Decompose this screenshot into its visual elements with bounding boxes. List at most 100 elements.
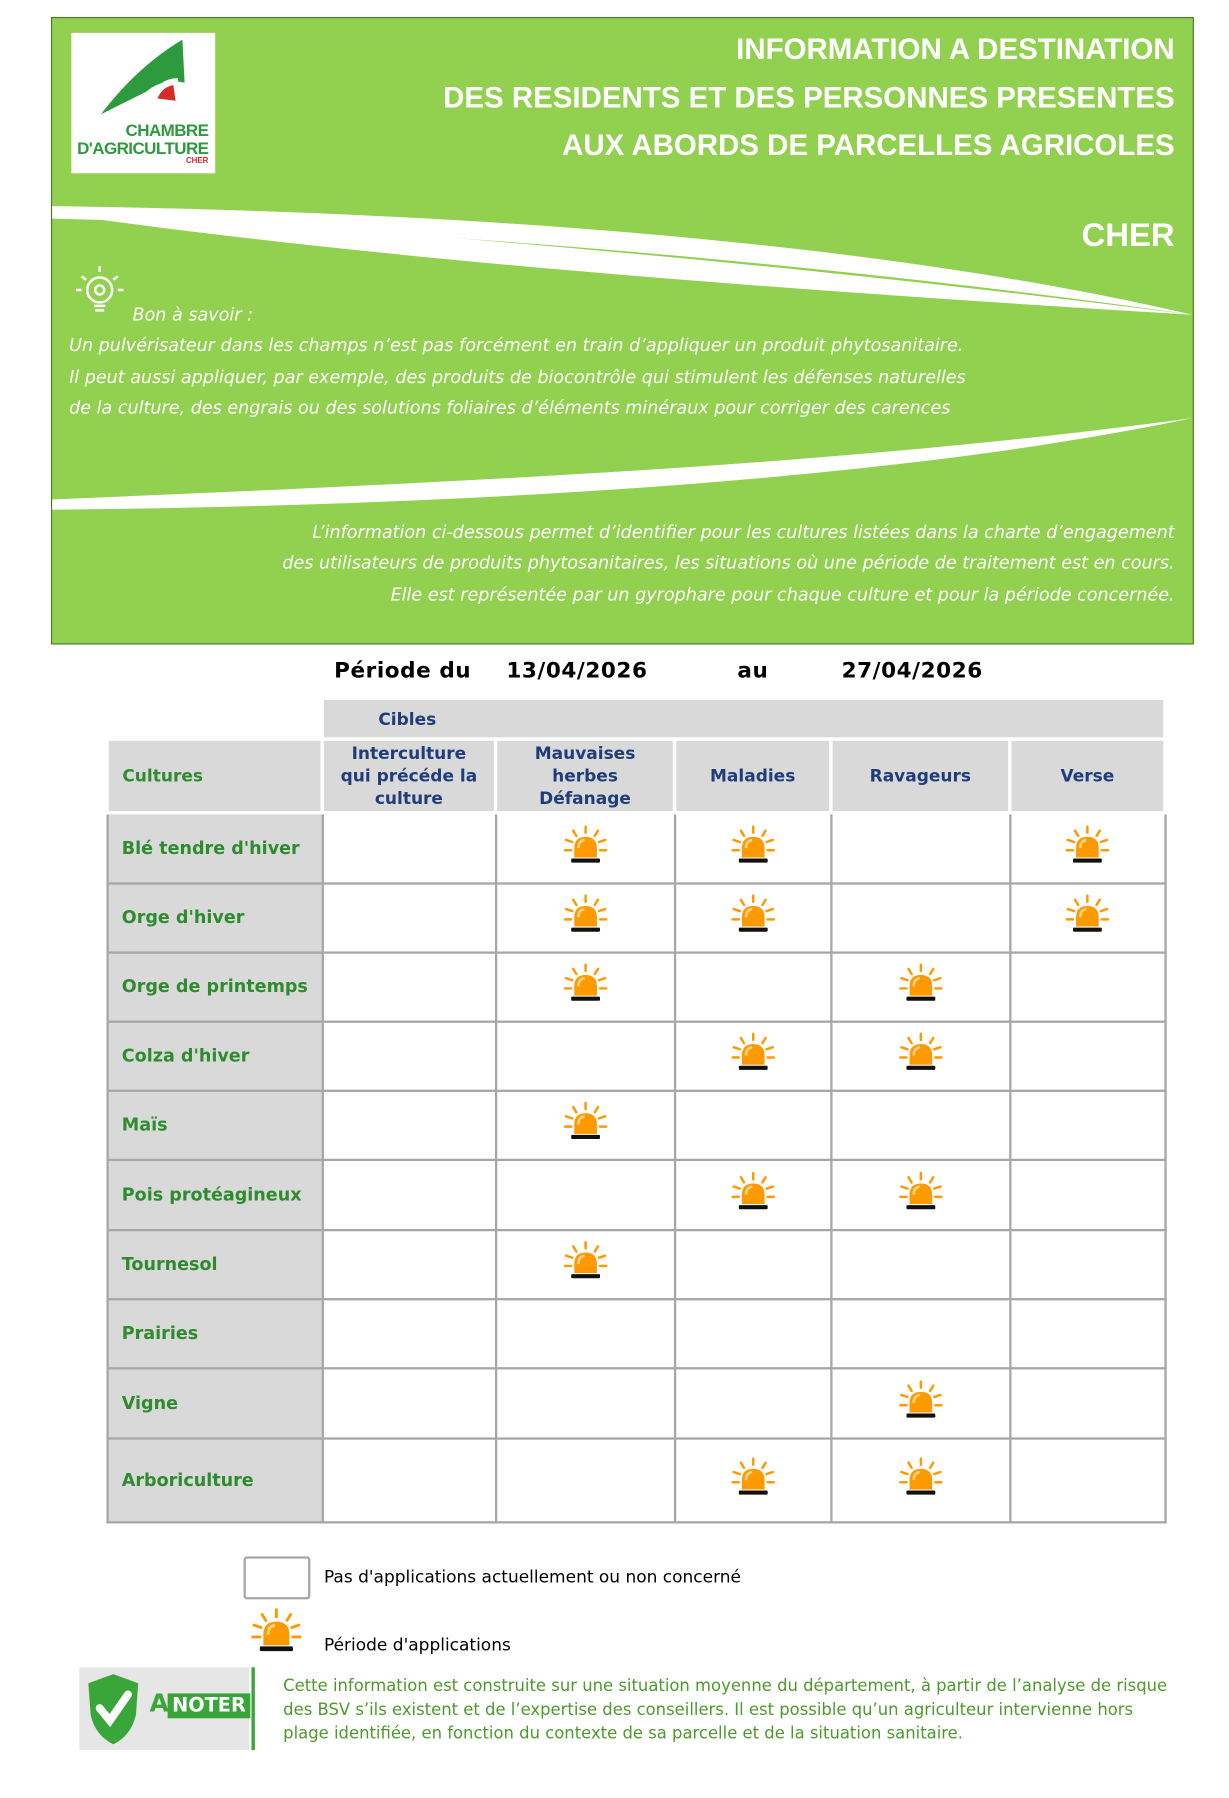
header-row: Cultures Interculture qui précéde la cult… bbox=[105, 737, 1167, 815]
note-badge: A NOTER bbox=[79, 1667, 251, 1751]
badge-text: NOTER bbox=[167, 1693, 251, 1719]
tip-line: de la culture, des engrais ou des soluti… bbox=[69, 397, 951, 418]
targets-label: Cibles bbox=[320, 696, 1167, 741]
period-date: 13/04/2026 bbox=[506, 658, 648, 684]
logo: CHAMBRE D'AGRICULTURE CHER bbox=[71, 32, 216, 174]
status-cell bbox=[1008, 1158, 1167, 1231]
gyrophare bbox=[562, 962, 607, 1007]
status-cell bbox=[1008, 1228, 1167, 1300]
crop-cell: Arboriculture bbox=[105, 1436, 324, 1523]
logo-text: CHER bbox=[185, 157, 209, 166]
note-line: des BSV s’ils existent et de l’expertise… bbox=[283, 1701, 1134, 1720]
crop-name: Orge de printemps bbox=[121, 976, 308, 997]
crop-row: Blé tendre d'hiver bbox=[105, 811, 1167, 885]
crop-cell: Maïs bbox=[105, 1089, 324, 1161]
targets-row: Cibles bbox=[107, 696, 1167, 741]
gyrophare bbox=[562, 1100, 607, 1145]
table-container: Cibles Cultures Interculture qui précéde l… bbox=[105, 696, 1167, 1523]
gyrophare bbox=[562, 893, 607, 938]
status-cell bbox=[1008, 1366, 1167, 1440]
title-line: AUX ABORDS DE PARCELLES AGRICOLES bbox=[562, 127, 1175, 162]
header-banner: CHAMBRE D'AGRICULTURE CHER INFORMATION A… bbox=[50, 16, 1194, 645]
header-text: Verse bbox=[1060, 765, 1115, 787]
period-label: au bbox=[737, 658, 769, 684]
gyrophare bbox=[898, 1378, 943, 1423]
crop-name: Colza d'hiver bbox=[121, 1045, 250, 1066]
crop-cell: Orge de printemps bbox=[105, 950, 324, 1023]
crop-cell: Prairies bbox=[105, 1297, 324, 1369]
logo-text: D'AGRICULTURE bbox=[77, 139, 209, 159]
status-cell bbox=[1008, 811, 1167, 885]
status-cell bbox=[829, 1158, 1011, 1231]
crop-row: Pois protéagineux bbox=[105, 1158, 1167, 1231]
crop-table: Cibles Cultures Interculture qui précéde l… bbox=[105, 696, 1167, 1523]
status-cell bbox=[321, 881, 497, 954]
tip-line: Un pulvérisateur dans les champs n’est p… bbox=[69, 335, 964, 356]
swoosh bbox=[52, 207, 1193, 315]
title-line: INFORMATION A DESTINATION bbox=[736, 31, 1175, 66]
status-cell bbox=[1008, 1436, 1167, 1523]
intro-line: Elle est représentée par un gyrophare po… bbox=[390, 584, 1175, 605]
swoosh bbox=[52, 417, 1193, 510]
crop-row: Maïs bbox=[105, 1089, 1167, 1161]
status-cell bbox=[321, 811, 497, 885]
crop-cell: Colza d'hiver bbox=[105, 1019, 324, 1092]
intro-line: L’information ci-dessous permet d’identi… bbox=[312, 522, 1175, 543]
status-cell bbox=[494, 1089, 676, 1161]
status-cell bbox=[321, 1366, 497, 1440]
targets-text: Cibles bbox=[378, 708, 437, 729]
status-cell bbox=[673, 1158, 832, 1231]
crop-row: Colza d'hiver bbox=[105, 1019, 1167, 1092]
status-cell bbox=[673, 881, 832, 954]
gyrophare bbox=[1065, 823, 1110, 868]
logo-mark bbox=[100, 39, 185, 115]
status-cell bbox=[1008, 1019, 1167, 1092]
gyrophare bbox=[730, 1455, 775, 1500]
status-cell bbox=[673, 1019, 832, 1092]
header-text: Ravageurs bbox=[869, 765, 972, 787]
status-cell bbox=[1008, 1089, 1167, 1161]
status-cell bbox=[1008, 1297, 1167, 1369]
status-cell bbox=[321, 1297, 497, 1369]
status-cell bbox=[673, 950, 832, 1023]
status-cell bbox=[829, 1297, 1011, 1369]
gyrophare bbox=[898, 1455, 943, 1500]
gyrophare bbox=[898, 1031, 943, 1076]
status-cell bbox=[494, 1158, 676, 1231]
crop-cell: Blé tendre d'hiver bbox=[105, 811, 324, 885]
gyrophare bbox=[730, 823, 775, 868]
header-cell: Verse bbox=[1008, 737, 1167, 815]
crop-name: Maïs bbox=[121, 1114, 168, 1135]
status-cell bbox=[321, 1436, 497, 1523]
header-cell: Cultures bbox=[105, 737, 324, 815]
swooshes bbox=[52, 206, 1193, 510]
status-cell bbox=[494, 950, 676, 1023]
status-cell bbox=[321, 1019, 497, 1092]
tip-line: Il peut aussi appliquer, par exemple, de… bbox=[69, 366, 966, 388]
crop-name: Tournesol bbox=[121, 1253, 218, 1275]
legend-gyro bbox=[250, 1606, 302, 1658]
status-cell bbox=[829, 1436, 1011, 1523]
blank-cell bbox=[107, 698, 322, 739]
crop-row: Arboriculture bbox=[105, 1436, 1167, 1523]
crop-row: Orge d'hiver bbox=[105, 881, 1167, 954]
crop-cell: Pois protéagineux bbox=[105, 1158, 324, 1231]
header-cell: Ravageurs bbox=[829, 737, 1012, 815]
gyrophare bbox=[898, 962, 943, 1007]
note-line: Cette information est construite sur une… bbox=[283, 1677, 1168, 1696]
status-cell bbox=[673, 1089, 832, 1161]
crop-name: Pois protéagineux bbox=[121, 1184, 302, 1205]
status-cell bbox=[494, 811, 676, 885]
header-text: Maladies bbox=[710, 765, 796, 787]
status-cell bbox=[829, 1366, 1011, 1440]
note-rule bbox=[251, 1667, 255, 1751]
status-cell bbox=[673, 1436, 832, 1523]
intro-line: des utilisateurs de produits phytosanita… bbox=[282, 552, 1175, 574]
status-cell bbox=[673, 1228, 832, 1300]
header-text: Cultures bbox=[122, 765, 203, 787]
status-cell bbox=[321, 950, 497, 1023]
status-cell bbox=[494, 1228, 676, 1300]
legend-text: Pas d'applications actuellement ou non c… bbox=[323, 1566, 742, 1587]
period-label: Période du bbox=[334, 658, 472, 684]
